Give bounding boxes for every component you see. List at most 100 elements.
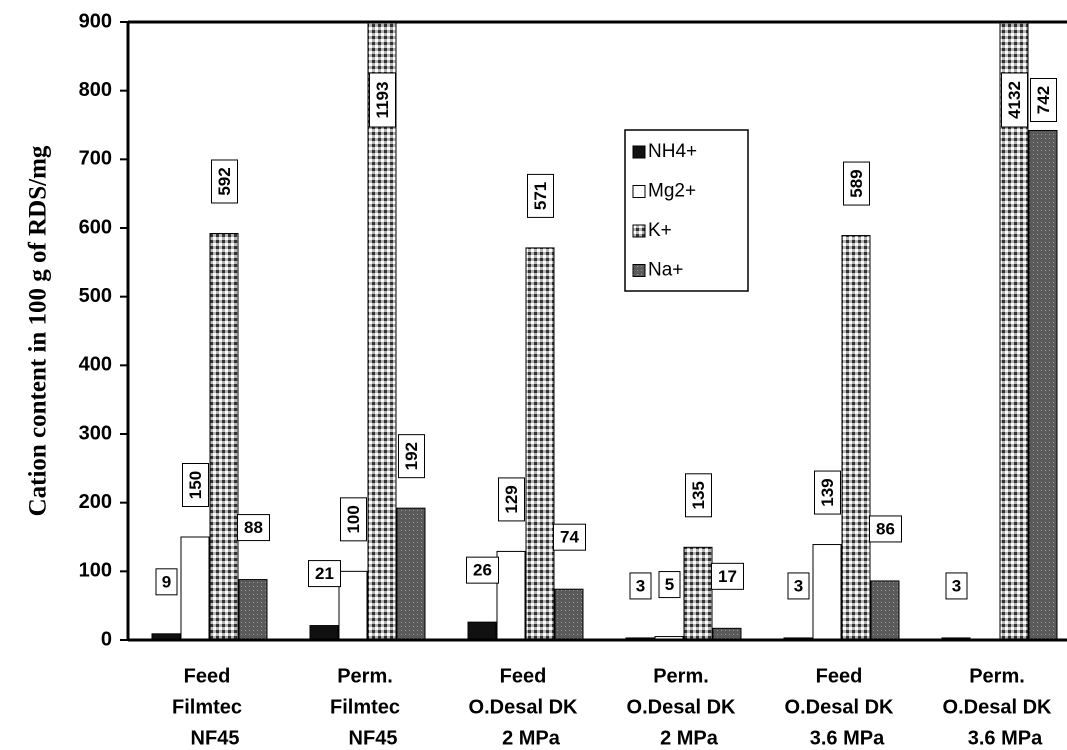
legend-swatch xyxy=(632,145,646,159)
value-label-text: 26 xyxy=(473,561,492,580)
y-tick-label: 100 xyxy=(79,560,112,582)
legend-items: NH4+ Mg2+ K+ Na+ xyxy=(632,141,697,281)
value-label-box xyxy=(629,572,652,600)
x-tick-label: Feed xyxy=(184,665,231,687)
bar xyxy=(338,570,368,641)
value-label: 3 xyxy=(945,572,968,600)
value-label-box xyxy=(308,560,341,588)
value-label-box xyxy=(1030,78,1057,122)
y-tick-label: 500 xyxy=(79,285,112,307)
value-label-text: 571 xyxy=(531,182,550,210)
y-tick-label: 900 xyxy=(79,10,112,32)
value-label: 5 xyxy=(658,571,681,599)
value-label-box xyxy=(498,477,525,522)
value-label-box xyxy=(685,473,712,518)
value-label: 26 xyxy=(466,556,499,584)
x-tick-label: 2 MPa xyxy=(660,727,719,749)
value-label-text: 592 xyxy=(215,167,234,195)
bar xyxy=(396,507,426,641)
x-tick-label: Feed xyxy=(816,665,863,687)
value-label-text: 192 xyxy=(402,442,421,470)
y-tick-label: 700 xyxy=(79,148,112,170)
value-label: 9 xyxy=(155,568,178,596)
value-label-text: 1193 xyxy=(373,82,392,119)
value-label-text: 3 xyxy=(952,576,961,595)
bar xyxy=(467,621,497,641)
x-tick-label: O.Desal DK xyxy=(785,696,894,718)
value-label-box xyxy=(553,523,586,551)
value-label-box xyxy=(211,159,238,204)
legend-label: Mg2+ xyxy=(648,181,696,202)
value-label: 150 xyxy=(182,463,209,507)
value-label-text: 589 xyxy=(847,169,866,197)
x-tick-label: Filmtec xyxy=(172,696,242,718)
legend-swatch xyxy=(632,264,646,277)
value-label: 17 xyxy=(711,562,744,590)
bar xyxy=(683,546,713,641)
value-label-box xyxy=(527,173,554,218)
value-label-box xyxy=(787,572,810,600)
value-label-box xyxy=(869,515,902,543)
bar xyxy=(525,247,555,641)
value-label: 589 xyxy=(843,161,870,206)
value-label-text: 74 xyxy=(560,528,579,547)
value-label: 3 xyxy=(787,572,810,600)
value-label-box xyxy=(843,161,870,206)
bar xyxy=(309,625,339,641)
bar xyxy=(870,580,900,641)
value-label-box xyxy=(182,463,209,507)
value-label-text: 135 xyxy=(689,481,708,509)
value-label-text: 5 xyxy=(665,575,674,594)
x-tick-label: 3.6 MPa xyxy=(968,727,1043,749)
value-label: 129 xyxy=(498,477,525,522)
value-label-text: 3 xyxy=(636,576,645,595)
x-tick-label: 2 MPa xyxy=(502,727,561,749)
y-tick-label: 200 xyxy=(79,491,112,513)
x-tick-label: O.Desal DK xyxy=(627,696,736,718)
x-tick-label: Feed xyxy=(500,665,547,687)
value-label-box xyxy=(814,470,841,515)
x-tick-label: Perm. xyxy=(653,665,709,687)
value-label-text: 4132 xyxy=(1005,81,1024,119)
value-label: 3 xyxy=(629,572,652,600)
y-tick-label: 800 xyxy=(79,79,112,101)
value-label: 135 xyxy=(685,473,712,518)
x-tick-label: O.Desal DK xyxy=(469,696,578,718)
y-tick-label: 0 xyxy=(101,628,112,650)
value-label-box xyxy=(658,571,681,599)
value-label-box xyxy=(340,497,367,542)
y-tick-label: 400 xyxy=(79,354,112,376)
bar xyxy=(841,235,871,641)
value-label-box xyxy=(1001,72,1028,128)
value-label-text: 86 xyxy=(876,519,895,538)
legend-label: K+ xyxy=(648,220,672,241)
bar xyxy=(238,579,268,641)
bar xyxy=(496,550,526,641)
value-label: 4132 xyxy=(1001,72,1028,128)
value-label-text: 139 xyxy=(818,478,837,506)
value-label: 21 xyxy=(308,560,341,588)
x-tick-label: NF45 xyxy=(191,727,240,749)
value-label-text: 150 xyxy=(186,471,205,499)
legend-label: NH4+ xyxy=(648,141,697,162)
value-label: 1193 xyxy=(369,72,396,128)
x-tick-label: Filmtec xyxy=(330,696,400,718)
bar xyxy=(1028,129,1058,641)
value-label: 88 xyxy=(237,514,270,542)
bar xyxy=(712,627,742,641)
x-tick-label: Perm. xyxy=(337,665,393,687)
value-label: 592 xyxy=(211,159,238,204)
value-label-text: 129 xyxy=(502,485,521,513)
value-label-box xyxy=(155,568,178,596)
x-tick-label: 3.6 MPa xyxy=(810,727,885,749)
value-label: 192 xyxy=(398,434,425,479)
x-tick-label: O.Desal DK xyxy=(943,696,1052,718)
bar xyxy=(180,536,210,641)
x-tick-label: NF45 xyxy=(349,727,398,749)
value-label: 571 xyxy=(527,173,554,218)
value-label-text: 3 xyxy=(794,576,803,595)
value-label: 139 xyxy=(814,470,841,515)
value-label: 86 xyxy=(869,515,902,543)
value-label-box xyxy=(466,556,499,584)
